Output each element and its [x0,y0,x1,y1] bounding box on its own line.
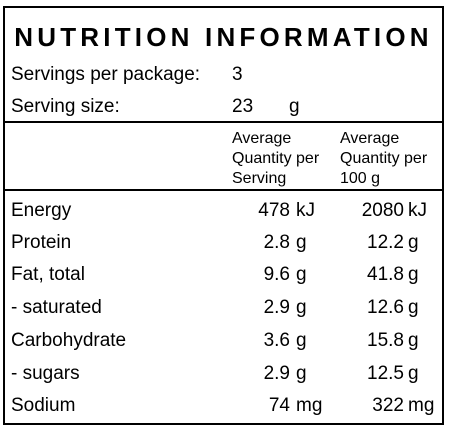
per-100g-unit: mg [408,395,435,416]
nutrient-row: Carbohydrate 3.6 g 15.8 g [5,326,442,358]
header-divider [5,121,442,123]
column-header-line: Quantity per [232,150,320,167]
per-serving-unit: g [296,232,307,253]
per-serving-unit: g [296,363,307,384]
nutrient-label: Carbohydrate [11,330,127,351]
nutrient-row: Energy 478 kJ 2080 kJ [5,196,442,228]
per-serving-value: 478 [258,200,290,221]
serving-size-unit: g [289,96,300,117]
nutrient-row: Sodium 74 mg 322 mg [5,391,442,423]
per-100g-value: 15.8 [367,330,404,351]
table-divider [5,189,442,191]
per-100g-value: 41.8 [367,264,404,285]
serving-size-value: 23 [232,96,254,117]
per-serving-value: 2.9 [263,363,290,384]
per-100g-value: 2080 [361,200,404,221]
column-header-line: Quantity per [340,150,428,167]
per-serving-unit: mg [296,395,323,416]
nutrient-label: Energy [11,200,72,221]
nutrition-panel: NUTRITION INFORMATION Servings per packa… [3,6,444,425]
nutrient-row: Protein 2.8 g 12.2 g [5,228,442,260]
nutrient-row: Fat, total 9.6 g 41.8 g [5,260,442,292]
column-header-line: 100 g [340,170,381,187]
nutrient-label: Fat, total [11,264,85,285]
nutrient-row: - sugars 2.9 g 12.5 g [5,359,442,391]
serving-size-label: Serving size: [11,96,120,117]
servings-label: Servings per package: [11,64,201,85]
per-100g-value: 12.6 [367,297,404,318]
per-serving-value: 9.6 [263,264,290,285]
per-serving-unit: g [296,297,307,318]
column-header-line: Serving [232,170,287,187]
per-100g-unit: g [408,232,419,253]
per-serving-unit: g [296,330,307,351]
per-100g-value: 12.2 [367,232,404,253]
per-serving-value: 2.8 [263,232,290,253]
per-100g-unit: g [408,297,419,318]
nutrient-label: Sodium [11,395,76,416]
per-serving-unit: g [296,264,307,285]
per-serving-value: 3.6 [263,330,290,351]
nutrient-label: - saturated [11,297,102,318]
nutrient-label: - sugars [11,363,80,384]
nutrient-label: Protein [11,232,72,253]
nutrient-row: - saturated 2.9 g 12.6 g [5,293,442,325]
panel-title: NUTRITION INFORMATION [14,22,433,52]
per-serving-unit: kJ [296,200,315,221]
column-header-per-serving: Average Quantity per Serving [232,129,319,189]
servings-value: 3 [232,64,243,85]
per-100g-unit: kJ [408,200,427,221]
per-serving-value: 2.9 [263,297,290,318]
per-serving-value: 74 [268,395,290,416]
per-100g-unit: g [408,363,419,384]
per-100g-unit: g [408,264,419,285]
per-100g-value: 322 [372,395,404,416]
column-header-line: Average [232,130,292,147]
column-header-line: Average [340,130,400,147]
per-100g-unit: g [408,330,419,351]
per-100g-value: 12.5 [367,363,404,384]
column-header-per-100g: Average Quantity per 100 g [340,129,427,189]
